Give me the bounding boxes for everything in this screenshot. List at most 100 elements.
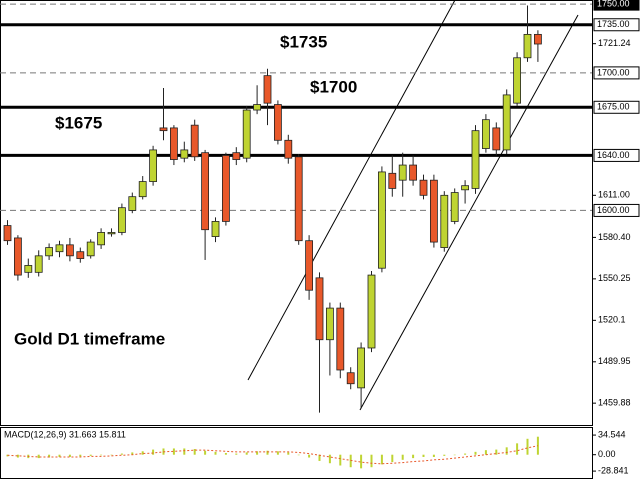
- candle-body: [357, 347, 366, 389]
- macd-panel: [0, 427, 593, 479]
- candle-body: [169, 127, 178, 160]
- y-tick-label: 1520.1: [598, 315, 626, 325]
- macd-bar: [193, 449, 196, 455]
- macd-bar: [110, 454, 113, 456]
- candle-body: [461, 185, 470, 191]
- candle-body: [24, 265, 33, 273]
- annotation: $1735: [280, 32, 327, 51]
- candle-body: [377, 171, 386, 269]
- macd-bar: [360, 454, 363, 469]
- macd-bar: [505, 447, 508, 455]
- y-tick-label: 1489.95: [598, 356, 631, 366]
- macd-bar: [308, 454, 311, 458]
- macd-bar: [401, 454, 404, 460]
- candle-body: [534, 33, 542, 45]
- level-label: 1735.00: [597, 19, 630, 29]
- candle-body: [492, 127, 501, 151]
- macd-bar: [464, 453, 467, 455]
- candle-body: [66, 244, 74, 257]
- macd-bar: [287, 452, 290, 455]
- annotation: $1700: [310, 77, 357, 96]
- candle-body: [232, 152, 241, 160]
- level-label-box: [593, 148, 640, 162]
- candle-body: [211, 221, 220, 237]
- macd-bar: [391, 454, 394, 463]
- candle-body: [523, 33, 532, 59]
- level-label-box: [593, 66, 640, 80]
- macd-bar: [536, 436, 539, 455]
- macd-bar: [276, 451, 279, 455]
- macd-bar: [245, 452, 248, 455]
- candle-body: [315, 277, 324, 341]
- macd-bar: [422, 454, 425, 457]
- candle-body: [263, 75, 272, 104]
- macd-bar: [214, 451, 217, 455]
- y-tick-label: -28.841: [598, 465, 629, 475]
- level-label: 1750.00: [597, 0, 630, 9]
- macd-bar: [100, 454, 103, 456]
- macd-bar: [516, 443, 519, 455]
- candle-body: [55, 244, 64, 253]
- candle-body: [149, 149, 158, 182]
- macd-bar: [37, 454, 40, 459]
- candle-body: [3, 225, 12, 242]
- candle-body: [450, 192, 459, 222]
- candle-body: [242, 109, 251, 159]
- candle-body: [107, 232, 116, 235]
- macd-bar: [172, 448, 175, 455]
- y-tick-label: 1459.88: [598, 398, 631, 408]
- macd-bar: [89, 454, 92, 456]
- macd-bar: [48, 454, 51, 458]
- candle-body: [346, 372, 355, 385]
- candle-body: [86, 241, 95, 257]
- candle-body: [409, 164, 418, 181]
- candle-body: [138, 181, 147, 198]
- candle-body: [159, 127, 168, 132]
- candle-body: [34, 255, 43, 273]
- level-label: 1600.00: [597, 205, 630, 215]
- macd-bar: [120, 453, 123, 455]
- macd-bar: [141, 451, 144, 455]
- macd-bar: [79, 454, 82, 457]
- y-tick-label: 0.00: [598, 449, 616, 459]
- annotation: Gold D1 timeframe: [14, 329, 165, 348]
- candle-body: [180, 149, 189, 159]
- candle-body: [398, 164, 407, 181]
- macd-title: MACD(12,26,9) 31.663 15.811: [4, 429, 126, 439]
- macd-bar: [131, 452, 134, 455]
- y-tick-label: 1550.25: [598, 273, 631, 283]
- candle-body: [190, 124, 199, 158]
- candle-body: [284, 139, 293, 159]
- candle-body: [471, 130, 480, 189]
- channel-line: [247, 0, 456, 381]
- macd-bar: [256, 451, 259, 455]
- level-label: 1675.00: [597, 102, 630, 112]
- macd-bar: [16, 454, 19, 458]
- level-label-box: [593, 100, 640, 114]
- signal-line: [7, 445, 539, 465]
- candle-body: [513, 57, 521, 104]
- y-tick-label: 34.544: [598, 429, 626, 439]
- channel-line: [359, 14, 579, 411]
- candle-body: [325, 307, 334, 341]
- candle-body: [367, 274, 376, 349]
- candle-body: [419, 179, 428, 196]
- macd-bar: [152, 449, 155, 455]
- macd-bar: [68, 454, 71, 457]
- macd-bar: [339, 454, 342, 466]
- macd-bar: [183, 448, 186, 455]
- macd-bar: [474, 451, 477, 455]
- candle-body: [76, 251, 85, 259]
- macd-bar: [318, 454, 321, 461]
- candle-body: [305, 240, 314, 291]
- candle-body: [388, 172, 397, 189]
- y-tick-label: 1611.00: [598, 190, 630, 200]
- candle-body: [440, 194, 449, 248]
- macd-bar: [443, 454, 446, 456]
- level-label: 1640.00: [597, 150, 630, 160]
- candle-body: [221, 155, 230, 222]
- candle-body: [336, 307, 345, 371]
- level-label-box: [593, 203, 640, 217]
- macd-bar: [328, 454, 331, 464]
